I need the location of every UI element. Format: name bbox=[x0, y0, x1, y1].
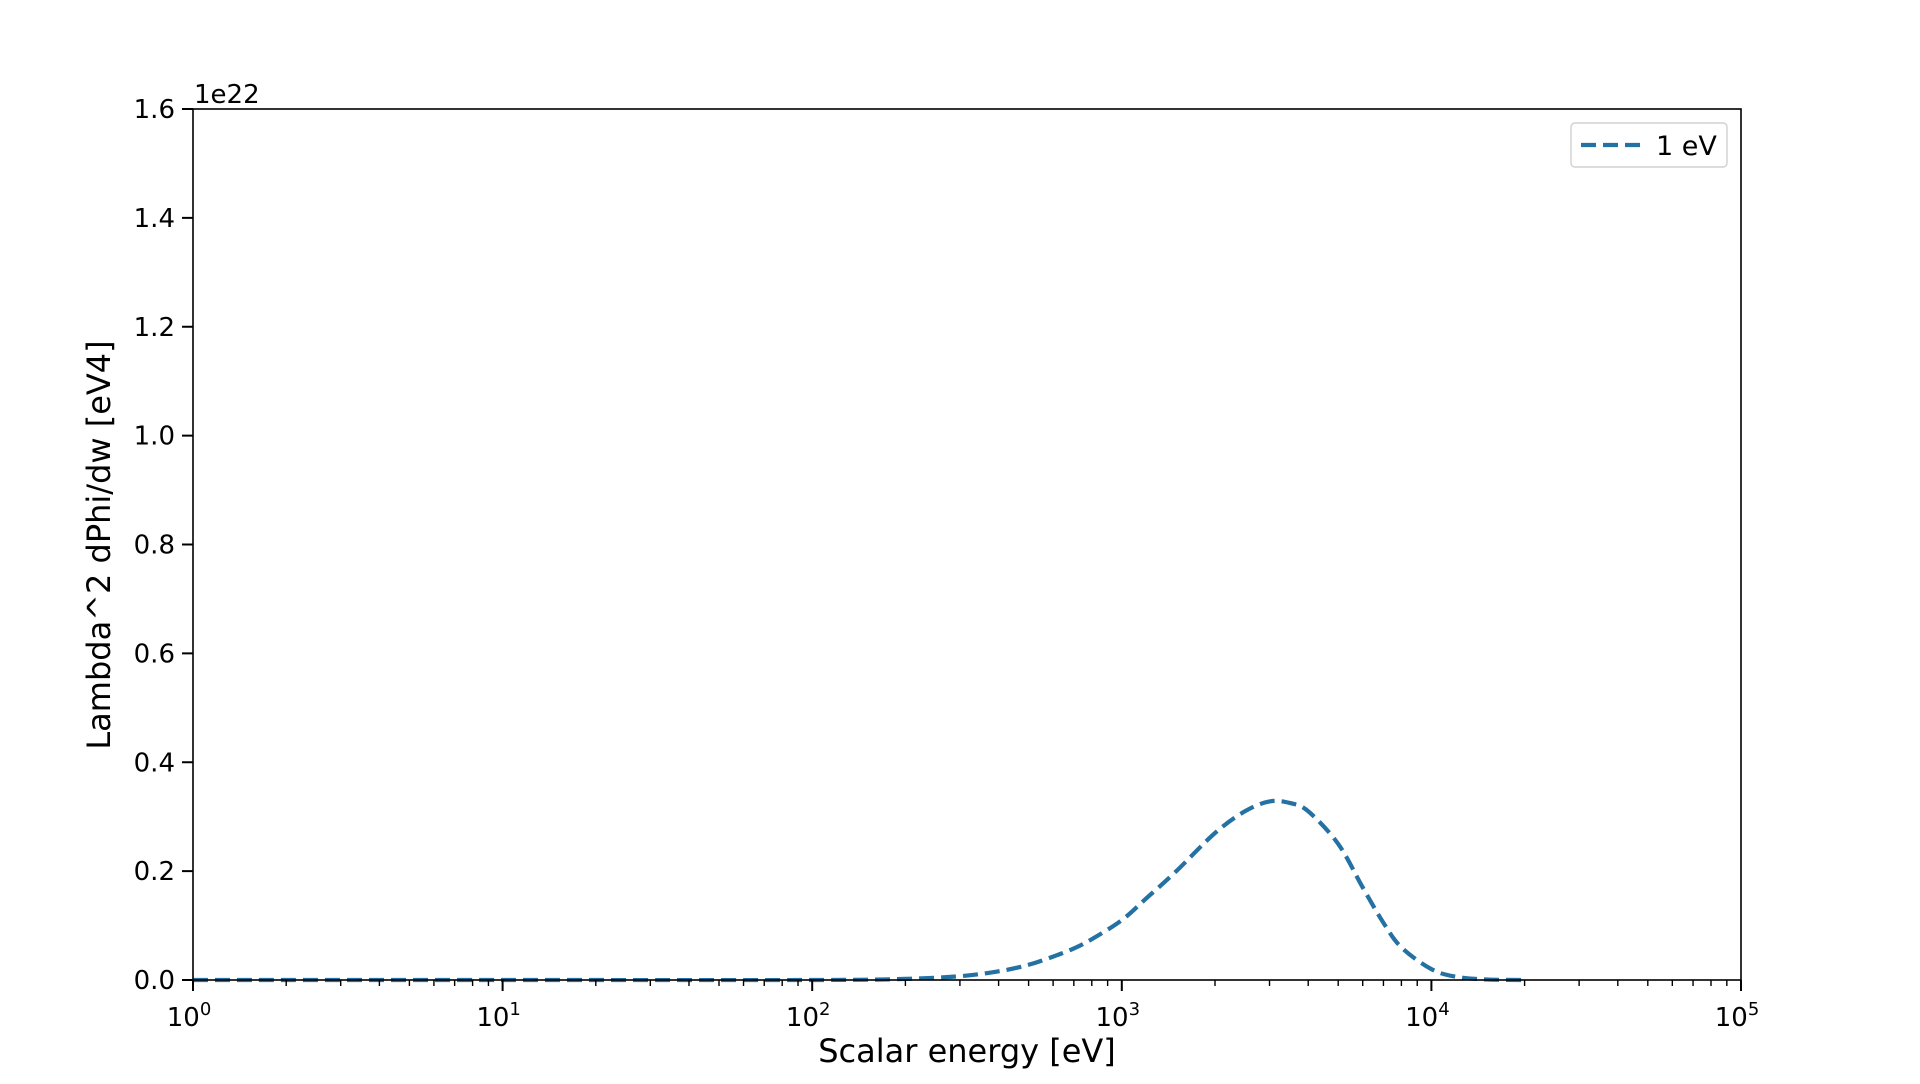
y-axis-label: Lambda^2 dPhi/dw [eV4] bbox=[80, 340, 118, 749]
x-tick-label: 102 bbox=[786, 999, 831, 1033]
x-tick-label: 104 bbox=[1405, 999, 1450, 1033]
axes-frame bbox=[192, 108, 1742, 981]
x-axis-label: Scalar energy [eV] bbox=[818, 1032, 1116, 1070]
plot-area bbox=[193, 798, 1525, 983]
legend-box bbox=[1570, 122, 1728, 168]
y-tick-label: 1.6 bbox=[134, 95, 175, 125]
y-tick-label: 1.0 bbox=[134, 422, 175, 452]
legend: 1 eV bbox=[1570, 122, 1728, 168]
x-tick-label: 100 bbox=[167, 999, 212, 1033]
y-tick-label: 1.4 bbox=[134, 204, 175, 234]
y-tick-label: 1.2 bbox=[134, 313, 175, 343]
y-offset-label: 1e22 bbox=[194, 80, 260, 110]
y-tick-label: 0.6 bbox=[134, 639, 175, 669]
x-tick-label: 101 bbox=[476, 999, 521, 1033]
y-tick-label: 0.4 bbox=[134, 748, 175, 778]
series-line-0 bbox=[193, 798, 1525, 983]
x-tick-label: 105 bbox=[1715, 999, 1760, 1033]
y-tick-label: 0.0 bbox=[134, 966, 175, 996]
y-tick-label: 0.2 bbox=[134, 857, 175, 887]
axes: 100 101 102 103 104 105 0.0 0.2 0.4 0.6 0.8 1.0 1.2 1… bbox=[134, 95, 1760, 1033]
legend-entry-label: 1 eV bbox=[1656, 131, 1717, 162]
x-tick-label: 103 bbox=[1096, 999, 1141, 1033]
y-tick-label: 0.8 bbox=[134, 531, 175, 561]
